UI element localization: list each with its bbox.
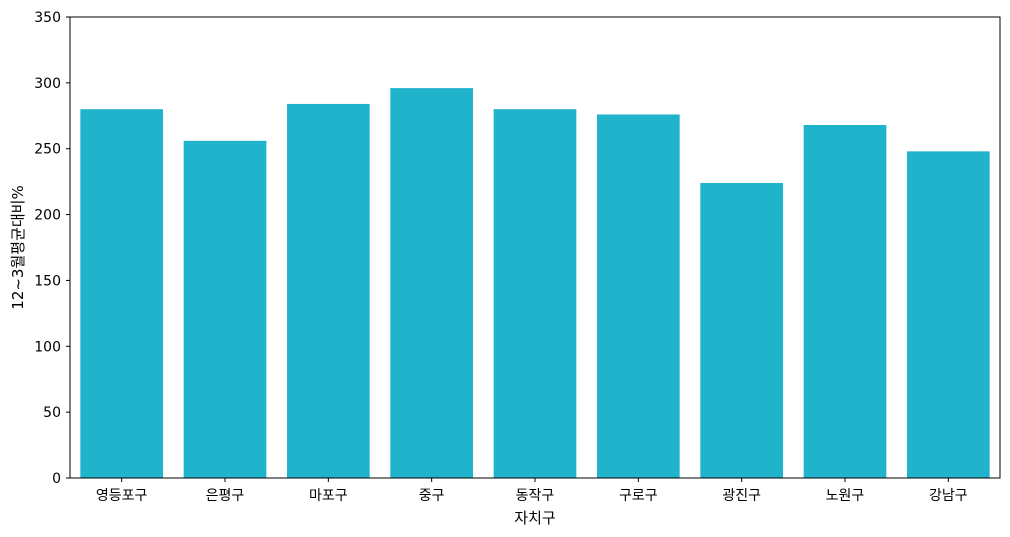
x-tick-label: 광진구 bbox=[722, 488, 761, 504]
x-tick-label: 노원구 bbox=[826, 488, 865, 504]
x-tick-label: 강남구 bbox=[929, 488, 968, 504]
y-tick-label: 150 bbox=[34, 273, 61, 289]
bar-6 bbox=[597, 114, 680, 479]
x-tick-label: 마포구 bbox=[309, 488, 348, 504]
x-axis: 영등포구 은평구 마포구 중구 동작구 구로구 광진구 노원구 강남구 bbox=[96, 478, 968, 504]
x-tick-label: 영등포구 bbox=[96, 488, 148, 504]
bar-1 bbox=[80, 109, 163, 478]
y-tick-label: 100 bbox=[34, 339, 61, 355]
bar-8 bbox=[803, 125, 887, 479]
x-tick-label: 동작구 bbox=[516, 488, 555, 504]
y-tick-label: 350 bbox=[34, 10, 61, 26]
x-tick-label: 중구 bbox=[419, 488, 445, 504]
bar-3 bbox=[287, 103, 370, 478]
bar-4 bbox=[390, 88, 473, 478]
x-axis-label: 자치구 bbox=[514, 509, 555, 527]
y-axis-label: 12~3월평균대비% bbox=[9, 185, 27, 309]
y-tick-label: 200 bbox=[34, 208, 61, 224]
x-tick-label: 구로구 bbox=[619, 488, 658, 504]
bar-9 bbox=[907, 151, 990, 478]
y-tick-label: 0 bbox=[52, 471, 61, 487]
x-tick-label: 은평구 bbox=[206, 488, 245, 504]
bar-7 bbox=[700, 182, 783, 478]
bars-group bbox=[80, 88, 990, 479]
bar-5 bbox=[493, 109, 577, 478]
bar-2 bbox=[183, 140, 267, 478]
y-axis: 0 50 100 150 200 250 300 350 bbox=[34, 10, 70, 487]
y-tick-label: 250 bbox=[34, 142, 61, 158]
y-tick-label: 300 bbox=[34, 76, 61, 92]
y-tick-label: 50 bbox=[43, 405, 61, 421]
